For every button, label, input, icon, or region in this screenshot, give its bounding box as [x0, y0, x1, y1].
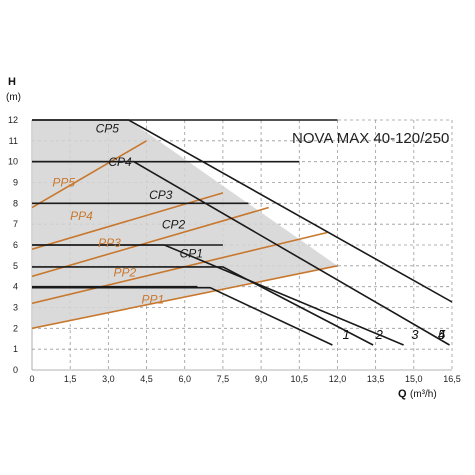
label-cp5: CP5: [96, 122, 120, 136]
curve-pp4: [32, 192, 224, 250]
x-tick-label: 12,0: [329, 374, 347, 384]
curve-speed-3: [32, 244, 404, 346]
y-tick-label: 3: [13, 303, 18, 313]
x-tick-label: 9,0: [255, 374, 268, 384]
x-tick-label: 16,5: [443, 374, 461, 384]
curves: [32, 119, 452, 346]
curve-pp1: [32, 265, 338, 330]
curve-speed-1: [32, 286, 333, 346]
operating-envelope: [32, 120, 338, 329]
y-tick-label: 9: [13, 178, 18, 188]
y-tick-label: 7: [13, 219, 18, 229]
x-tick-label: 4,5: [140, 374, 153, 384]
y-tick-label: 10: [8, 157, 18, 167]
x-axis-unit: (m³/h): [410, 389, 437, 400]
y-tick-label: 6: [13, 240, 18, 250]
label-cp1: CP1: [180, 247, 203, 261]
y-tick-label: 1: [13, 344, 18, 354]
label-pp4: PP4: [70, 209, 93, 223]
curve-speed-2: [32, 266, 374, 346]
x-tick-label: 15,0: [405, 374, 423, 384]
curve-speed-5: [32, 119, 452, 303]
label-pp2: PP2: [113, 265, 136, 279]
y-tick-label: 5: [13, 261, 18, 271]
x-tick-label: 1,5: [64, 374, 77, 384]
label-pp3: PP3: [98, 236, 121, 250]
x-tick-label: 0: [29, 374, 34, 384]
envelope-area: [32, 120, 338, 329]
curve-pp2: [32, 231, 328, 305]
label-cp2: CP2: [162, 217, 186, 231]
label-speed-1: 1: [343, 327, 350, 342]
curve-pp5: [32, 140, 147, 209]
y-axis-label: H: [8, 76, 16, 88]
x-axis-label: Q: [398, 388, 407, 400]
y-tick-label: 8: [13, 198, 18, 208]
label-cp4: CP4: [108, 155, 132, 169]
x-tick-label: 3,0: [102, 374, 115, 384]
curve-labels: CP5 CP4 CP3 CP2 CP1 PP5 PP4 PP3 PP2 PP1 1 2 3 45: [52, 122, 446, 342]
tick-labels: 0 1,5 3,0 4,5 6,0 7,5 9,0 10,5 12,0 13,5 15,0 16,5 0…: [8, 115, 461, 384]
y-tick-label: 12: [8, 115, 18, 125]
label-pp1: PP1: [141, 292, 164, 306]
y-axis-unit: (m): [6, 92, 21, 103]
y-tick-label: 4: [13, 282, 18, 292]
label-pp5: PP5: [52, 176, 75, 190]
x-tick-label: 10,5: [291, 374, 309, 384]
label-cp3: CP3: [149, 188, 173, 202]
curve-speed-4: [32, 160, 450, 346]
y-tick-label: 0: [13, 365, 18, 375]
y-tick-label: 2: [13, 323, 18, 333]
label-speed-2: 2: [375, 327, 384, 342]
label-speed-5: 5: [438, 327, 446, 342]
curve-pp3: [32, 206, 269, 278]
label-speed-3: 3: [411, 327, 419, 342]
chart-title: NOVA MAX 40-120/250: [292, 130, 449, 147]
y-tick-label: 11: [9, 136, 18, 146]
label-speed-4: 4: [438, 327, 445, 342]
x-tick-label: 13,5: [367, 374, 385, 384]
x-tick-label: 6,0: [178, 374, 191, 384]
x-tick-label: 7,5: [217, 374, 230, 384]
